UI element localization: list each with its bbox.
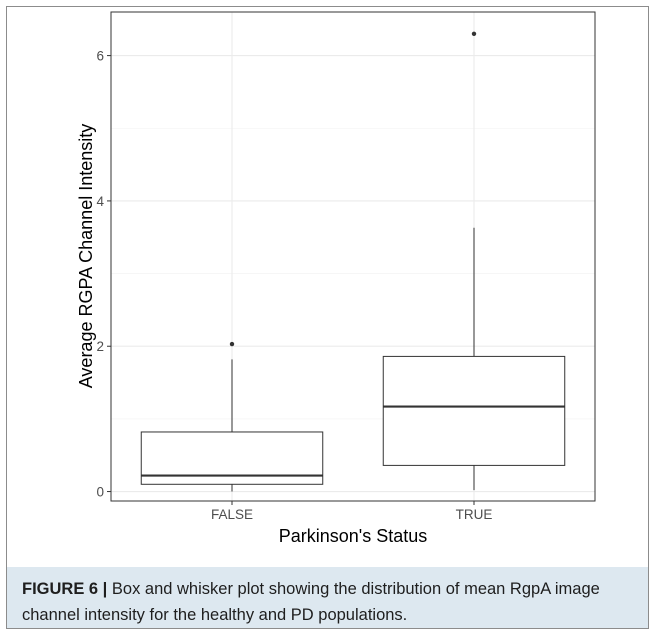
iqr-box <box>382 355 566 466</box>
y-tick-label: 4 <box>96 194 104 209</box>
x-tick-label: FALSE <box>211 507 253 522</box>
y-tick-label: 2 <box>96 339 104 354</box>
figure-frame <box>6 6 649 629</box>
box-true <box>382 31 566 491</box>
y-tick-label: 6 <box>96 49 104 64</box>
caption-text: Box and whisker plot showing the distrib… <box>22 580 600 624</box>
y-axis-title: Average RGPA Channel Intensity <box>76 124 96 389</box>
outlier-point <box>471 31 477 36</box>
x-tick-label: TRUE <box>456 507 493 522</box>
y-tick-label: 0 <box>96 485 104 500</box>
box-false <box>140 341 324 492</box>
figure-caption: FIGURE 6 | Box and whisker plot showing … <box>7 567 648 628</box>
plot-panel-border <box>110 11 596 502</box>
outlier-point <box>229 341 235 347</box>
boxes <box>140 31 566 492</box>
x-axis-title: Parkinson's Status <box>279 526 428 546</box>
caption-label: FIGURE 6 | <box>22 580 108 598</box>
box-plot: 0 2 4 6 FALSE TRUE Parkinson's Status Average… <box>76 11 596 546</box>
axes: 0 2 4 6 FALSE TRUE <box>96 49 492 522</box>
